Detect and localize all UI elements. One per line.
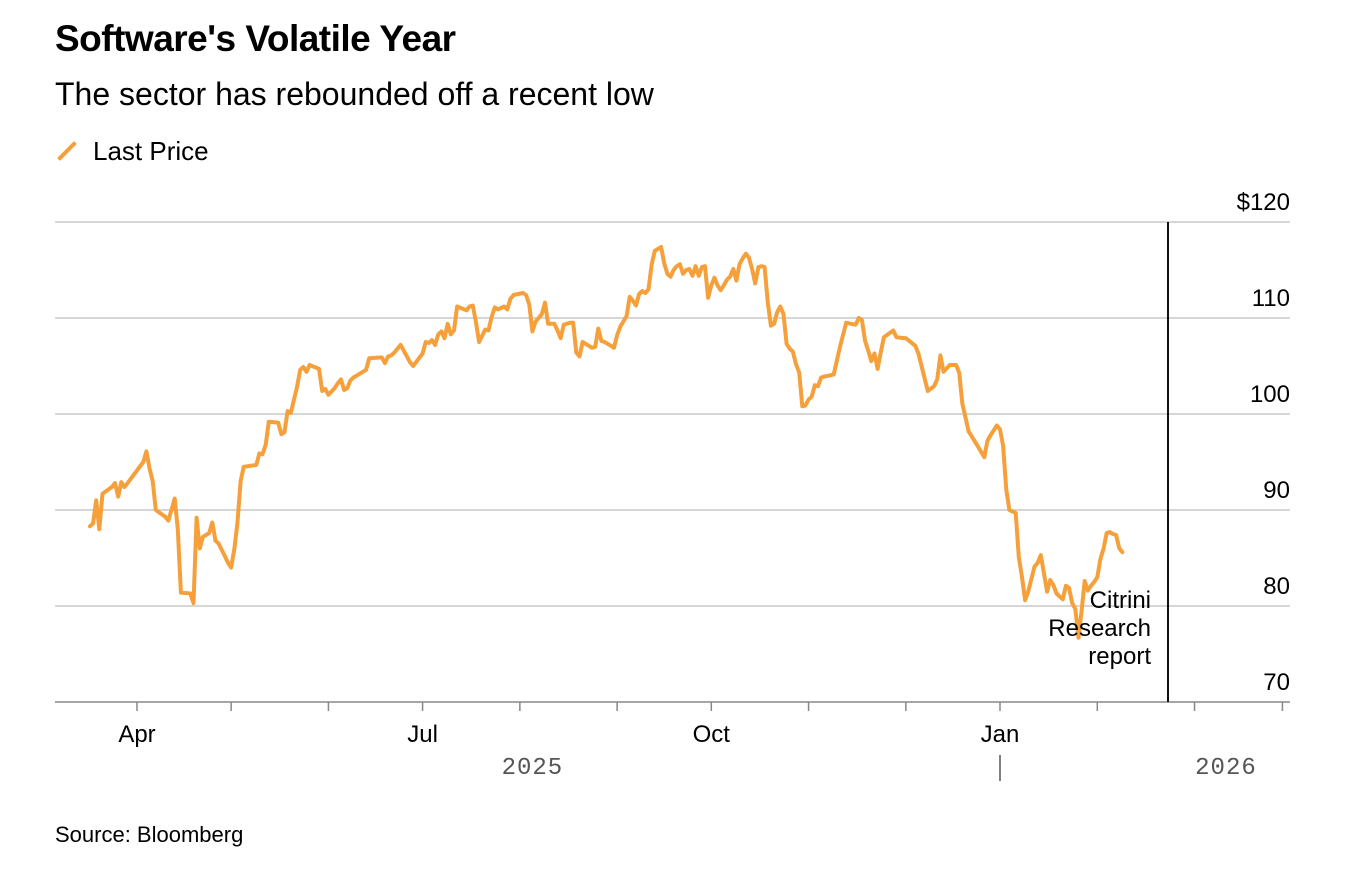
x-tick-label-jan: Jan xyxy=(981,721,1020,748)
annotation-label-line: Citrini xyxy=(1090,587,1151,614)
legend: Last Price xyxy=(55,134,209,168)
legend-label-last-price: Last Price xyxy=(93,135,209,166)
chart-title: Software's Volatile Year xyxy=(55,18,456,59)
x-tick-label-oct: Oct xyxy=(693,721,731,748)
series-line-last-price xyxy=(87,245,1125,640)
y-tick-label-120: $120 xyxy=(1237,189,1290,216)
y-tick-label-100: 100 xyxy=(1250,381,1290,408)
year-label-2025: 2025 xyxy=(502,755,564,782)
x-tick-label-apr: Apr xyxy=(118,721,155,748)
source-note: Source: Bloomberg xyxy=(55,822,244,847)
annotation-label-line: report xyxy=(1088,643,1151,670)
y-tick-label-70: 70 xyxy=(1263,669,1290,696)
annotation-label-line: Research xyxy=(1048,615,1151,642)
chart-subtitle: The sector has rebounded off a recent lo… xyxy=(55,76,654,112)
y-tick-label-110: 110 xyxy=(1252,285,1290,312)
y-tick-label-80: 80 xyxy=(1263,573,1290,600)
x-tick-label-jul: Jul xyxy=(407,721,438,748)
y-tick-label-90: 90 xyxy=(1263,477,1290,504)
year-label-2026: 2026 xyxy=(1195,755,1257,782)
